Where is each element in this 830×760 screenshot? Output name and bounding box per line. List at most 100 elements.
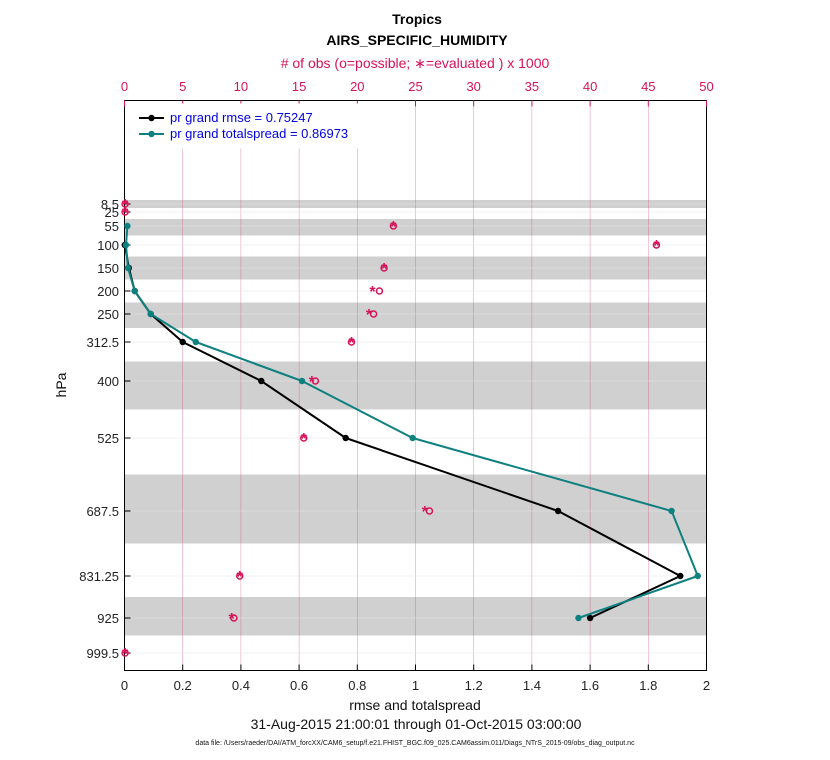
left-tick-label: 200 [97,284,119,299]
legend-rmse-marker [148,114,155,122]
left-tick-label: 150 [97,261,119,276]
left-tick-label: 250 [97,307,119,322]
series-rmse-point [554,507,562,515]
series-rmse-point [677,572,684,580]
series-totalspread-point [192,338,199,346]
series-totalspread-point [147,310,154,318]
obs-evaluated-marker: * [390,219,397,236]
obs-possible-marker [380,264,388,272]
obs-evaluated-marker: * [309,374,316,391]
obs-evaluated-marker: * [122,646,129,663]
obs-possible-marker [230,614,238,622]
obs-evaluated-marker: * [381,261,388,278]
left-tick-label: 100 [97,238,119,253]
obs-possible-marker [121,649,129,657]
obs-evaluated-marker: * [301,431,308,448]
obs-possible-marker [425,507,434,515]
bottom-tick-label: 0.2 [174,678,192,693]
left-tick-label: 831.25 [79,569,119,584]
series-rmse-point [179,338,186,346]
x-axis-label: rmse and totalspread [349,697,481,713]
obs-evaluated-marker: * [122,197,129,214]
bottom-tick-label: 1.2 [465,678,483,693]
top-tick-label: 20 [350,79,364,94]
left-tick-label: 55 [105,219,119,234]
top-tick-label: 50 [699,79,713,94]
series-rmse-point [586,614,594,622]
legend-spread-text: pr grand totalspread = 0.86973 [170,126,348,141]
obs-evaluated-marker: * [422,504,429,521]
obs-possible-marker [375,287,384,295]
left-tick-label: 925 [97,611,119,626]
obs-evaluated-marker: * [366,307,373,324]
obs-possible-marker [300,434,308,442]
top-tick-label: 10 [234,79,248,94]
series-lines [121,222,701,622]
legend-spread-marker [148,130,155,138]
left-tick-label: 687.5 [86,504,119,519]
left-tick-label: 8.5 [101,197,119,212]
obs-possible-marker [235,572,244,580]
legend-rmse-text: pr grand rmse = 0.75247 [170,110,313,125]
series-totalspread-point [409,434,416,442]
grid [124,100,707,671]
top-tick-label: 0 [121,79,128,94]
bottom-tick-label: 1.8 [639,678,657,693]
obs-evaluated-marker: * [122,205,129,222]
obs-evaluated-marker: * [369,284,376,301]
top-tick-label: 25 [408,79,422,94]
bottom-tick-label: 1.6 [581,678,599,693]
series-totalspread-point [131,287,138,295]
series-totalspread-line [125,225,699,619]
obs-possible-marker [121,208,129,216]
obs-evaluated-marker: * [237,569,244,586]
series-rmse-point [342,434,349,442]
top-axis: 0 5 10 15 20 25 30 35 40 45 50 [121,79,714,107]
series-totalspread-point [124,222,131,230]
top-tick-label: 45 [641,79,655,94]
obs-possible-marker [121,200,129,208]
obs-possible-marker [652,241,661,249]
legend: pr grand rmse = 0.75247 pr grand totalsp… [130,103,382,149]
series-totalspread-point [122,241,130,249]
left-tick-label: 525 [97,431,119,446]
top-tick-label: 35 [525,79,539,94]
data-file-footnote: data file: /Users/raeder/DAI/ATM_forcXX/… [195,740,635,747]
obs-evaluated-marker: * [228,611,235,628]
obs-possible-marker [347,338,356,346]
series-totalspread-point [298,377,306,385]
series-rmse-point [258,377,265,385]
obs-possible-marker [389,222,398,230]
bottom-tick-label: 0.8 [348,678,366,693]
bottom-tick-label: 0 [121,678,128,693]
left-tick-label: 400 [97,374,119,389]
obs-evaluated-marker: * [348,335,355,352]
series-totalspread-point [124,264,132,272]
left-tick-label: 25 [105,205,119,220]
top-tick-label: 40 [583,79,597,94]
obs-possible-marker [311,377,320,385]
bottom-tick-label: 0.4 [232,678,250,693]
series-totalspread-point [694,572,701,580]
bottom-tick-label: 1 [412,678,419,693]
obs-possible-marker [369,310,378,318]
obs-evaluated-marker: * [653,238,660,255]
top-tick-label: 5 [179,79,186,94]
series-totalspread-point [668,507,675,515]
top-axis-label: # of obs (o=possible; ∗=evaluated ) x 10… [281,55,550,71]
series-rmse-line [123,244,682,619]
bottom-axis: 0 0.2 0.4 0.6 0.8 1 1.2 1.4 1.6 1.8 2 [121,664,710,693]
bottom-tick-label: 1.4 [523,678,541,693]
legend-box [130,103,382,149]
series-totalspread-point [575,614,582,622]
y-axis-label: hPa [53,372,69,397]
left-tick-label: 312.5 [86,335,119,350]
obs-count-markers: ************** [121,197,661,663]
top-tick-label: 15 [292,79,306,94]
bottom-tick-label: 0.6 [290,678,308,693]
chart-title: Tropics [392,11,442,27]
chart-subtitle: AIRS_SPECIFIC_HUMIDITY [326,32,508,48]
bottom-tick-label: 2 [703,678,710,693]
